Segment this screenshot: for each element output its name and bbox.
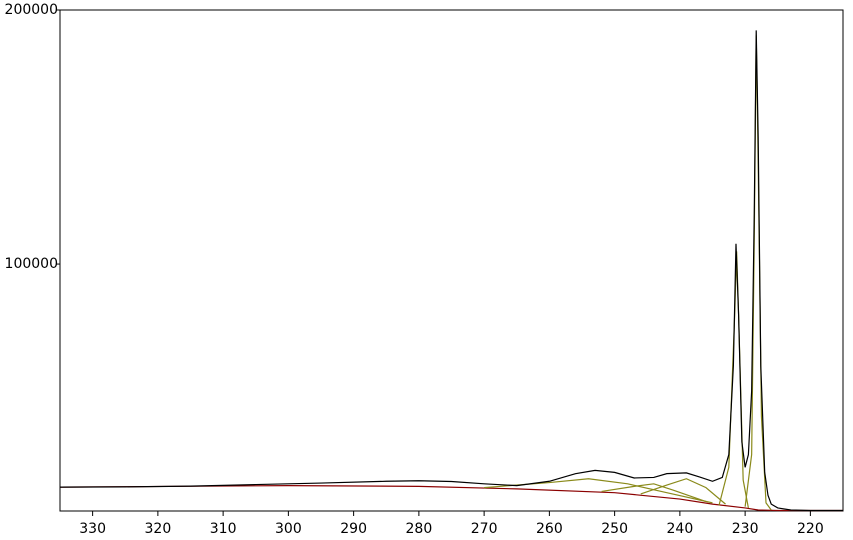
x-tick-label: 280 [406,521,433,537]
x-tick-label: 230 [732,521,759,537]
y-tick-label: 100000 [5,256,58,272]
spectrum-line [601,483,707,503]
spectrum-line [484,478,713,504]
x-tick-label: 220 [797,521,824,537]
x-tick-label: 270 [471,521,498,537]
spectrum-line [640,478,726,505]
x-tick-label: 310 [210,521,237,537]
spectrum-line [59,484,843,512]
x-tick-label: 330 [79,521,106,537]
x-tick-label: 290 [340,521,367,537]
x-tick-label: 250 [601,521,628,537]
x-tick-label: 300 [275,521,302,537]
spectrum-line [59,30,843,512]
y-tick-label: 200000 [5,2,58,18]
x-tick-label: 240 [667,521,694,537]
x-tick-label: 260 [536,521,563,537]
plot-frame [59,9,844,512]
x-tick-label: 320 [145,521,172,537]
